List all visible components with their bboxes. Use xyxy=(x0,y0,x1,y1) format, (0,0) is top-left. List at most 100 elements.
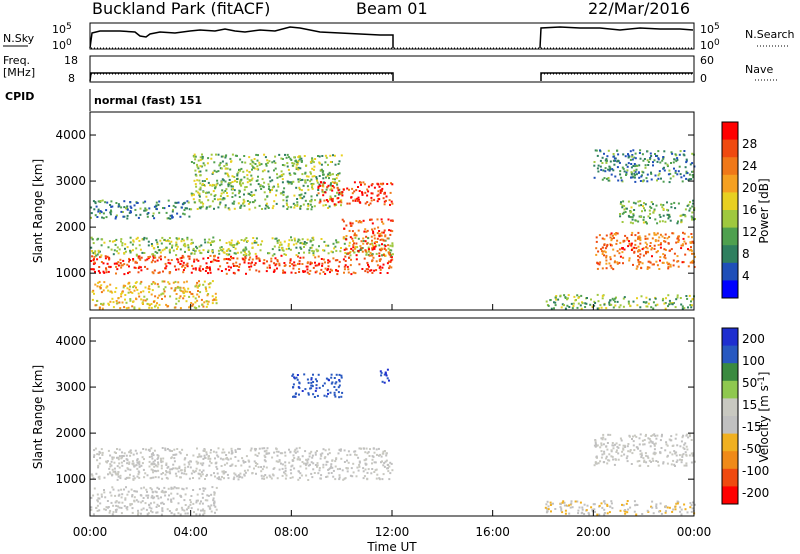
echo-cell xyxy=(253,167,256,170)
echo-cell xyxy=(239,180,242,183)
echo-cell xyxy=(118,448,121,451)
echo-cell xyxy=(117,297,120,300)
echo-cell xyxy=(262,262,265,265)
echo-cell xyxy=(363,230,366,233)
echo-cell xyxy=(691,216,694,219)
echo-cell xyxy=(147,244,150,247)
echo-cell xyxy=(687,203,690,206)
echo-cell xyxy=(221,451,224,454)
echo-cell xyxy=(639,449,642,452)
echo-cell xyxy=(628,242,631,245)
echo-cell xyxy=(254,449,257,452)
echo-cell xyxy=(605,254,608,257)
echo-cell xyxy=(604,170,607,173)
echo-cell xyxy=(94,283,97,286)
echo-cell xyxy=(199,207,202,210)
echo-cell xyxy=(637,200,640,203)
echo-cell xyxy=(207,181,210,184)
echo-cell xyxy=(373,242,376,245)
echo-cell xyxy=(337,391,340,394)
echo-cell xyxy=(605,161,608,164)
echo-cell xyxy=(319,457,322,460)
echo-cell xyxy=(187,461,190,464)
echo-cell xyxy=(245,455,248,458)
echo-cell xyxy=(261,477,264,480)
echo-cell xyxy=(319,198,322,201)
echo-cell xyxy=(327,453,329,456)
echo-cell xyxy=(98,250,101,253)
echo-cell xyxy=(344,260,347,262)
echo-cell xyxy=(101,216,104,219)
echo-cell xyxy=(246,177,249,180)
echo-cell xyxy=(96,285,99,288)
echo-cell xyxy=(236,265,239,267)
echo-cell xyxy=(239,158,242,161)
echo-cell xyxy=(107,270,110,273)
echo-cell xyxy=(367,190,370,193)
echo-cell xyxy=(102,217,105,220)
echo-cell xyxy=(335,241,338,244)
echo-cell xyxy=(647,465,650,467)
echo-cell xyxy=(217,153,220,156)
echo-cell xyxy=(572,305,575,307)
echo-cell xyxy=(660,447,663,449)
echo-cell xyxy=(674,452,677,455)
echo-cell xyxy=(140,508,143,511)
echo-cell xyxy=(370,218,373,221)
echo-cell xyxy=(371,468,374,470)
echo-cell xyxy=(337,452,340,455)
echo-cell xyxy=(684,442,687,445)
echo-cell xyxy=(631,452,634,455)
echo-cell xyxy=(249,449,252,452)
echo-cell xyxy=(656,264,659,267)
echo-cell xyxy=(354,272,357,275)
echo-cell xyxy=(123,252,126,254)
echo-cell xyxy=(661,159,664,162)
echo-cell xyxy=(146,496,149,499)
echo-cell xyxy=(215,183,218,186)
echo-cell xyxy=(242,254,245,256)
echo-cell xyxy=(322,384,324,387)
echo-cell xyxy=(632,214,635,217)
echo-cell xyxy=(175,201,178,204)
echo-cell xyxy=(329,195,332,198)
echo-cell xyxy=(649,212,652,215)
echo-cell xyxy=(183,291,186,294)
echo-cell xyxy=(200,500,202,503)
echo-cell xyxy=(670,248,673,251)
echo-cell xyxy=(343,449,346,452)
echo-cell xyxy=(195,185,198,188)
echo-cell xyxy=(311,385,314,388)
echo-cell xyxy=(96,504,99,507)
echo-cell xyxy=(258,204,261,207)
echo-cell xyxy=(616,232,619,235)
echo-cell xyxy=(140,464,143,467)
echo-cell xyxy=(554,304,557,307)
echo-cell xyxy=(555,298,558,301)
echo-cell xyxy=(673,158,676,161)
echo-cell xyxy=(619,170,622,173)
echo-cell xyxy=(244,471,247,474)
echo-cell xyxy=(172,208,174,211)
echo-cell xyxy=(637,245,640,248)
echo-cell xyxy=(160,459,162,462)
echo-cell xyxy=(192,249,195,252)
echo-cell xyxy=(370,235,373,238)
echo-cell xyxy=(621,166,624,169)
echo-cell xyxy=(176,248,178,250)
echo-cell xyxy=(233,476,236,479)
echo-cell xyxy=(283,253,286,256)
echo-cell xyxy=(609,160,612,163)
echo-cell xyxy=(687,179,690,182)
echo-cell xyxy=(653,232,656,235)
echo-cell xyxy=(662,157,665,160)
echo-cell xyxy=(623,239,626,242)
colorbar-tick-label: 8 xyxy=(742,247,750,261)
echo-cell xyxy=(118,301,121,304)
echo-cell xyxy=(612,248,615,251)
echo-cell xyxy=(178,297,181,300)
echo-cell xyxy=(141,500,144,503)
echo-cell xyxy=(656,303,659,306)
echo-cell xyxy=(160,461,163,464)
echo-cell xyxy=(92,513,95,516)
